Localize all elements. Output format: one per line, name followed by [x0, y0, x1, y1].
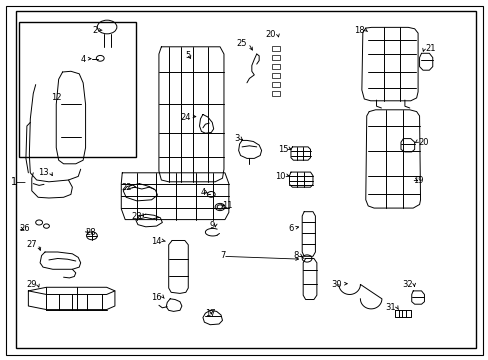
Text: 13: 13 — [38, 168, 49, 177]
Text: 17: 17 — [204, 309, 215, 318]
Text: 1—: 1— — [11, 177, 26, 187]
Text: 4: 4 — [200, 188, 205, 197]
Bar — [272, 64, 280, 69]
Text: 2: 2 — [92, 26, 98, 35]
Text: 10: 10 — [275, 172, 285, 181]
Text: 14: 14 — [151, 237, 161, 246]
Text: 7: 7 — [220, 251, 224, 260]
Text: 16: 16 — [150, 292, 161, 301]
Text: 8: 8 — [292, 251, 298, 260]
Text: 29: 29 — [26, 280, 37, 289]
Text: 24: 24 — [180, 112, 190, 122]
Text: 28: 28 — [85, 228, 96, 237]
Bar — [272, 82, 280, 87]
Text: 11: 11 — [222, 201, 232, 210]
Text: 32: 32 — [402, 280, 412, 289]
Text: 26: 26 — [20, 224, 30, 233]
Bar — [272, 91, 280, 96]
Text: 18: 18 — [353, 26, 364, 35]
Text: 21: 21 — [425, 44, 435, 53]
Text: 5: 5 — [185, 51, 190, 60]
Text: 4: 4 — [80, 55, 85, 64]
Text: 30: 30 — [331, 280, 342, 289]
Text: 27: 27 — [26, 240, 37, 249]
Text: 19: 19 — [412, 176, 423, 185]
Text: 3: 3 — [234, 134, 239, 143]
Text: 15: 15 — [278, 145, 288, 154]
Bar — [272, 55, 280, 60]
Text: 20: 20 — [417, 138, 427, 147]
Bar — [19, 22, 136, 157]
Bar — [272, 73, 280, 78]
Text: 20: 20 — [265, 30, 276, 39]
Text: 6: 6 — [287, 224, 293, 233]
Text: 12: 12 — [51, 93, 61, 102]
Text: 23: 23 — [131, 212, 142, 220]
Bar — [272, 46, 280, 51]
Text: 9: 9 — [209, 220, 215, 230]
Text: 25: 25 — [236, 39, 246, 48]
Text: 22: 22 — [122, 183, 132, 192]
Text: 31: 31 — [385, 303, 395, 312]
